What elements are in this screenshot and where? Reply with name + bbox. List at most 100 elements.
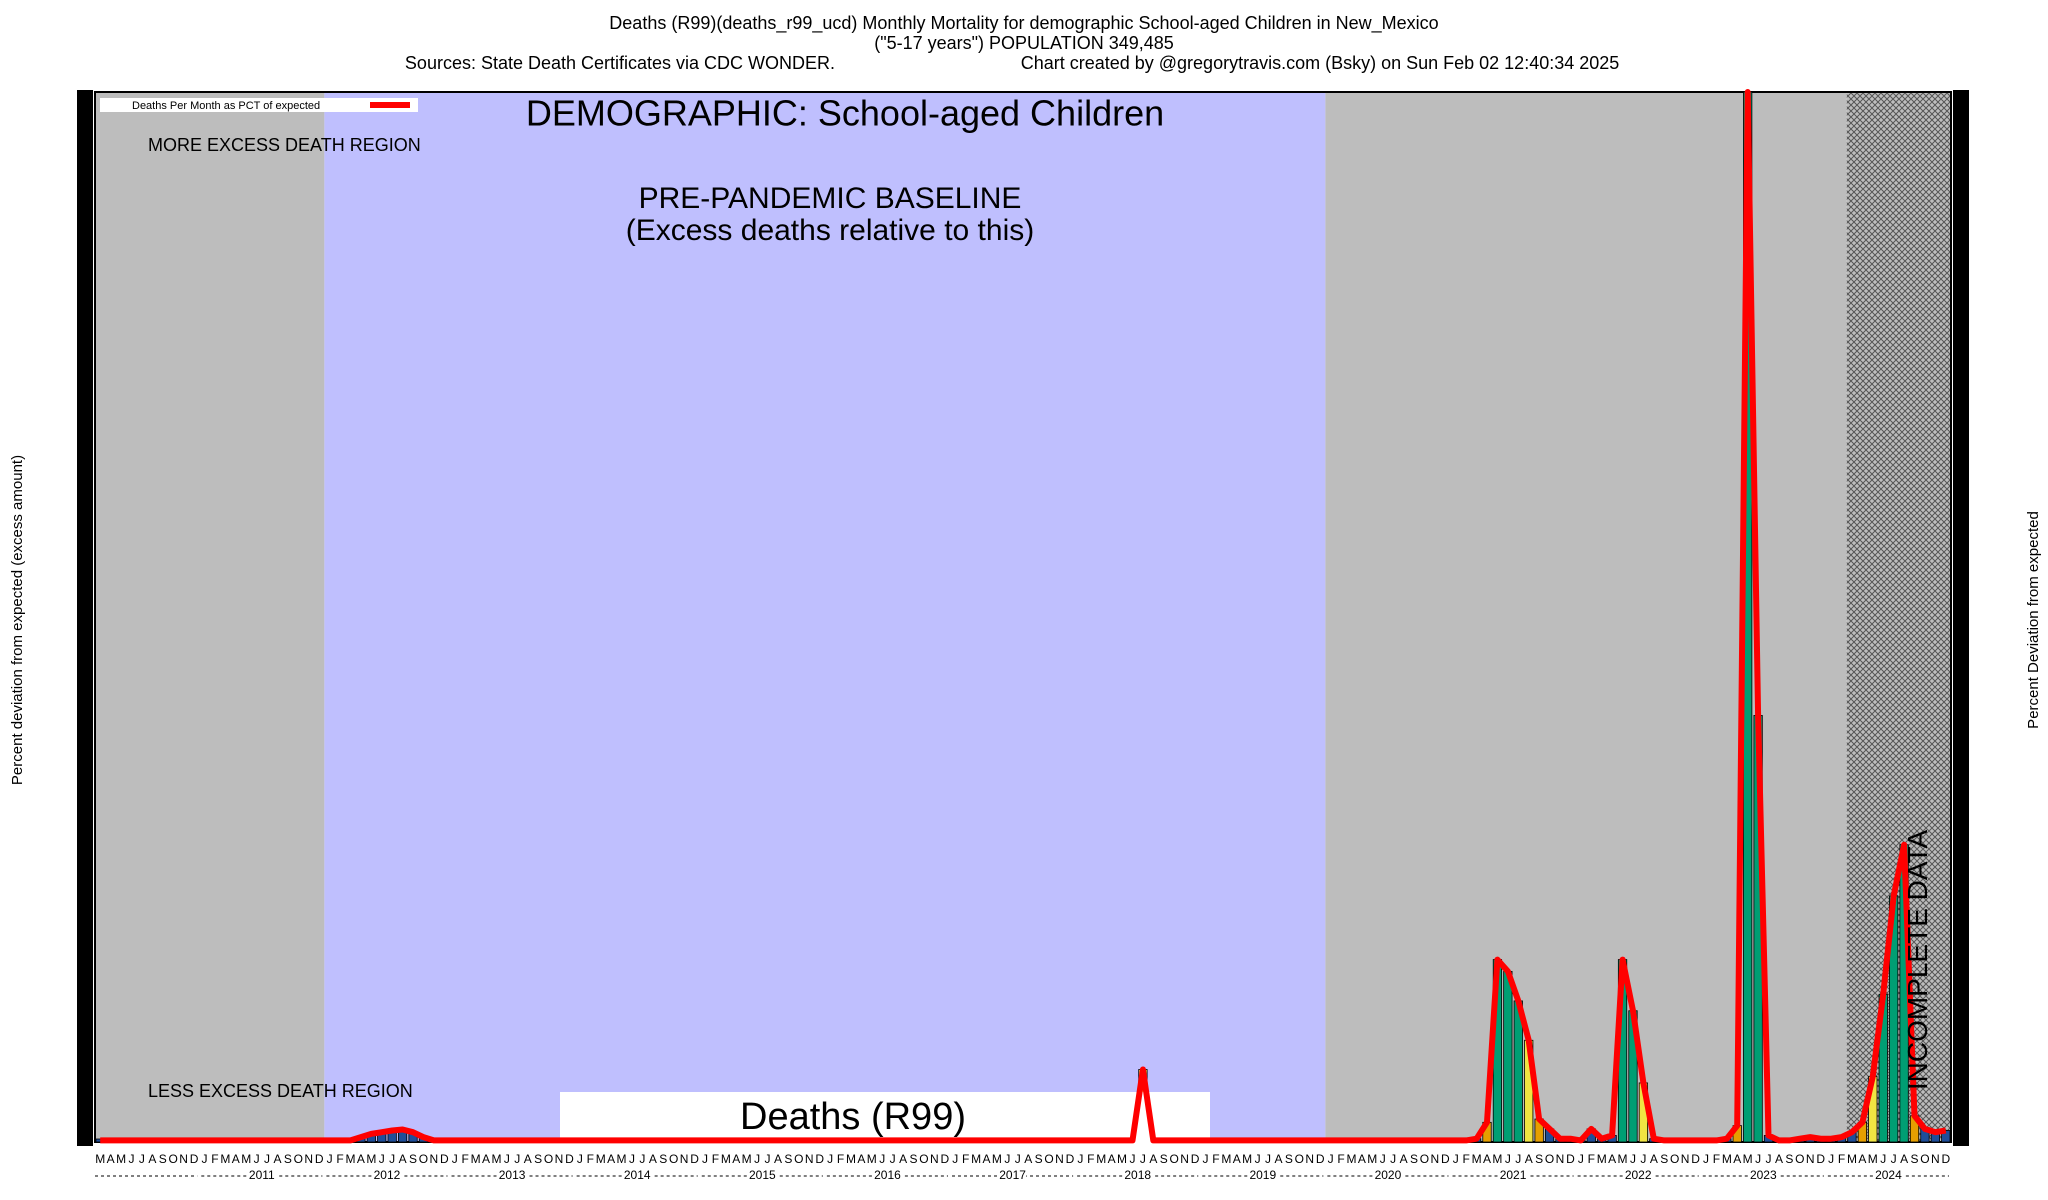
x-tick-label: J bbox=[1390, 1152, 1396, 1166]
x-tick-label: S bbox=[1160, 1152, 1168, 1166]
x-tick-label: O bbox=[294, 1152, 303, 1166]
x-tick-label: D bbox=[1816, 1152, 1825, 1166]
x-tick-label: D bbox=[440, 1152, 449, 1166]
x-tick-label: J bbox=[264, 1152, 270, 1166]
x-tick-label: J bbox=[1202, 1152, 1208, 1166]
x-tick-label: J bbox=[890, 1152, 896, 1166]
region-before bbox=[95, 92, 325, 1142]
x-tick-label: S bbox=[1785, 1152, 1793, 1166]
year-label: 2011 bbox=[249, 1168, 275, 1182]
x-tick-label: A bbox=[273, 1152, 281, 1166]
x-tick-label: J bbox=[514, 1152, 520, 1166]
x-tick-label: J bbox=[1129, 1152, 1135, 1166]
x-tick-label: M bbox=[116, 1152, 126, 1166]
left-axis-ticks bbox=[77, 90, 93, 1146]
x-tick-label: M bbox=[1346, 1152, 1356, 1166]
x-tick-label: M bbox=[1597, 1152, 1607, 1166]
x-tick-label: M bbox=[1743, 1152, 1753, 1166]
x-tick-label: S bbox=[910, 1152, 918, 1166]
x-tick-label: N bbox=[304, 1152, 313, 1166]
x-tick-label: F bbox=[1087, 1152, 1094, 1166]
x-tick-label: A bbox=[1608, 1152, 1616, 1166]
x-tick-label: S bbox=[284, 1152, 292, 1166]
x-tick-label: F bbox=[1462, 1152, 1469, 1166]
x-tick-label: O bbox=[1420, 1152, 1429, 1166]
x-tick-label: F bbox=[211, 1152, 218, 1166]
x-tick-label: S bbox=[409, 1152, 417, 1166]
x-tick-label: J bbox=[1077, 1152, 1083, 1166]
x-tick-label: D bbox=[565, 1152, 574, 1166]
year-label: 2015 bbox=[749, 1168, 776, 1182]
x-tick-label: F bbox=[336, 1152, 343, 1166]
x-tick-label: J bbox=[1004, 1152, 1010, 1166]
x-tick-label: J bbox=[827, 1152, 833, 1166]
x-tick-label: A bbox=[1358, 1152, 1366, 1166]
x-tick-label: M bbox=[721, 1152, 731, 1166]
x-tick-label: N bbox=[1431, 1152, 1440, 1166]
x-tick-label: D bbox=[815, 1152, 824, 1166]
x-tick-label: F bbox=[1588, 1152, 1595, 1166]
x-tick-label: M bbox=[1221, 1152, 1231, 1166]
x-tick-label: J bbox=[1766, 1152, 1772, 1166]
x-tick-label: A bbox=[649, 1152, 657, 1166]
cause-label: Deaths (R99) bbox=[740, 1096, 966, 1138]
x-tick-label: D bbox=[1441, 1152, 1450, 1166]
x-tick-label: A bbox=[107, 1152, 115, 1166]
demographic-label: DEMOGRAPHIC: School-aged Children bbox=[526, 93, 1164, 134]
x-tick-label: F bbox=[962, 1152, 969, 1166]
x-tick-label: D bbox=[315, 1152, 324, 1166]
x-tick-label: M bbox=[596, 1152, 606, 1166]
credit: Chart created by @gregorytravis.com (Bsk… bbox=[1021, 53, 1620, 73]
x-tick-label: M bbox=[1618, 1152, 1628, 1166]
x-tick-label: M bbox=[617, 1152, 627, 1166]
x-tick-label: A bbox=[1233, 1152, 1241, 1166]
x-tick-label: J bbox=[1140, 1152, 1146, 1166]
cause-box bbox=[560, 1092, 1210, 1144]
x-tick-label: J bbox=[577, 1152, 583, 1166]
x-tick-label: A bbox=[1400, 1152, 1408, 1166]
x-tick-label: S bbox=[1285, 1152, 1293, 1166]
x-tick-label: F bbox=[712, 1152, 719, 1166]
x-tick-label: J bbox=[1505, 1152, 1511, 1166]
x-tick-label: S bbox=[784, 1152, 792, 1166]
x-tick-label: O bbox=[919, 1152, 928, 1166]
right-axis-ticks bbox=[1953, 90, 1969, 1146]
title: Deaths (R99)(deaths_r99_ucd) Monthly Mor… bbox=[609, 13, 1438, 34]
x-tick-label: N bbox=[430, 1152, 439, 1166]
x-tick-label: J bbox=[327, 1152, 333, 1166]
x-tick-label: N bbox=[555, 1152, 564, 1166]
x-tick-label: N bbox=[1180, 1152, 1189, 1166]
year-label: 2016 bbox=[874, 1168, 901, 1182]
y-axis-label: Percent deviation from expected (excess … bbox=[9, 455, 26, 785]
x-tick-label: M bbox=[1492, 1152, 1502, 1166]
year-label: 2017 bbox=[999, 1168, 1026, 1182]
x-tick-label: M bbox=[1472, 1152, 1482, 1166]
x-tick-label: J bbox=[1265, 1152, 1271, 1166]
x-tick-label: M bbox=[742, 1152, 752, 1166]
x-tick-label: M bbox=[846, 1152, 856, 1166]
incomplete-region bbox=[1846, 92, 1951, 1142]
x-tick-label: M bbox=[1117, 1152, 1127, 1166]
legend-box bbox=[100, 98, 418, 112]
x-tick-label: J bbox=[754, 1152, 760, 1166]
x-tick-label: M bbox=[220, 1152, 230, 1166]
x-tick-label: A bbox=[1024, 1152, 1032, 1166]
year-label: 2013 bbox=[499, 1168, 526, 1182]
x-tick-label: J bbox=[1328, 1152, 1334, 1166]
x-tick-label: N bbox=[1681, 1152, 1690, 1166]
year-label: 2018 bbox=[1124, 1168, 1151, 1182]
x-tick-label: J bbox=[452, 1152, 458, 1166]
x-tick-label: A bbox=[857, 1152, 865, 1166]
year-label: 2024 bbox=[1875, 1168, 1902, 1182]
x-tick-label: J bbox=[254, 1152, 260, 1166]
x-tick-label: A bbox=[232, 1152, 240, 1166]
x-tick-label: O bbox=[544, 1152, 553, 1166]
x-tick-label: A bbox=[357, 1152, 365, 1166]
less-excess-label: LESS EXCESS DEATH REGION bbox=[148, 1081, 413, 1101]
subtitle: ("5-17 years") POPULATION 349,485 bbox=[874, 33, 1174, 53]
x-tick-label: J bbox=[879, 1152, 885, 1166]
x-tick-label: A bbox=[1108, 1152, 1116, 1166]
bar bbox=[1503, 970, 1513, 1143]
x-tick-label: S bbox=[534, 1152, 542, 1166]
